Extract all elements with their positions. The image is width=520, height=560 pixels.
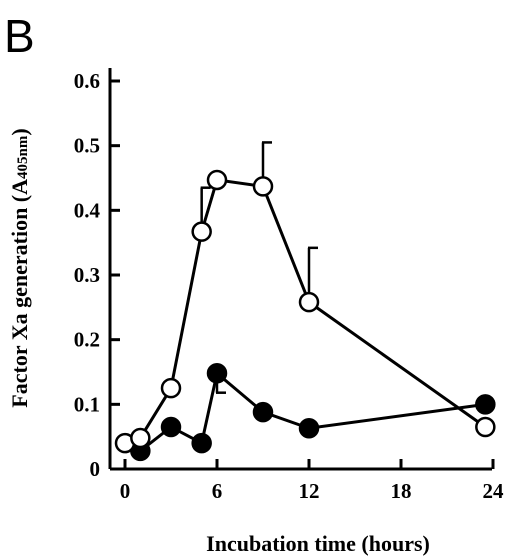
y-axis-label-close: ) <box>7 128 32 135</box>
open-circle-point <box>206 169 228 191</box>
open-circle-point <box>298 291 320 313</box>
y-tick-label: 0 <box>90 457 101 481</box>
x-axis-label: Incubation time (hours) <box>206 531 430 556</box>
open-circle-point <box>252 176 274 197</box>
y-axis-label-subscript: 405nm <box>15 135 31 179</box>
y-tick-label: 0.6 <box>74 69 100 93</box>
filled-circle-point <box>298 418 320 439</box>
y-tick-label: 0.2 <box>74 328 100 352</box>
y-ticks: 0 0.1 0.2 0.3 0.4 0.5 0.6 <box>74 69 120 481</box>
open-circle-point <box>191 221 212 242</box>
y-axis-label: Factor Xa generation (A405nm) <box>7 128 32 407</box>
x-ticks: 0 6 12 18 24 <box>120 459 504 503</box>
filled-circle-point <box>252 401 274 423</box>
axes <box>108 68 492 471</box>
x-tick-label: 12 <box>299 479 320 503</box>
filled-circle-point <box>206 363 228 384</box>
panel-label: B <box>4 10 35 62</box>
open-circle-point <box>160 377 182 399</box>
x-tick-label: 24 <box>483 479 505 503</box>
open-circle-point <box>130 427 151 449</box>
y-axis-label-main: Factor Xa generation (A <box>7 179 32 408</box>
filled-circle-point <box>160 416 182 438</box>
y-tick-label: 0.4 <box>74 198 101 222</box>
series-line <box>139 370 486 453</box>
y-tick-label: 0.1 <box>74 392 100 416</box>
series-open-circles <box>114 141 496 454</box>
x-tick-label: 0 <box>120 479 131 503</box>
x-tick-label: 6 <box>212 479 223 503</box>
x-tick-label: 18 <box>391 479 412 503</box>
series-filled-circles <box>130 363 496 462</box>
open-circle-point <box>475 416 496 438</box>
y-tick-label: 0.5 <box>74 134 100 158</box>
filled-circle-point <box>475 394 496 415</box>
series-layer <box>114 141 496 462</box>
filled-circle-point <box>191 432 212 454</box>
y-tick-label: 0.3 <box>74 263 100 287</box>
